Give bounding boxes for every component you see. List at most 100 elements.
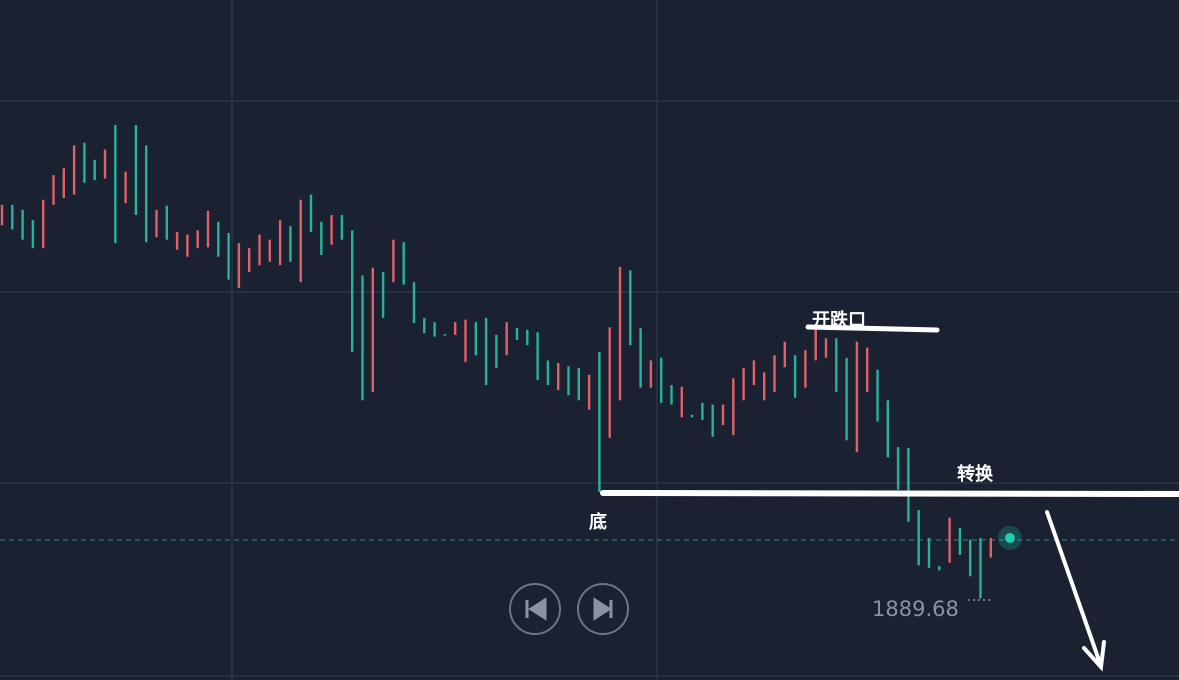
candle xyxy=(351,230,354,352)
candle xyxy=(608,327,611,438)
candle xyxy=(114,124,117,244)
candle xyxy=(340,215,344,240)
annotation: 底 xyxy=(589,511,607,533)
prev-button[interactable] xyxy=(509,583,561,635)
candle xyxy=(320,221,323,255)
candle xyxy=(989,538,992,558)
candle xyxy=(629,270,632,346)
candle xyxy=(598,351,601,493)
candle xyxy=(505,322,508,356)
candle xyxy=(0,204,4,226)
candle xyxy=(783,341,786,368)
prev-icon[interactable] xyxy=(525,597,547,621)
candle xyxy=(515,328,519,340)
candle xyxy=(567,366,570,396)
candle xyxy=(289,226,292,262)
candle xyxy=(701,402,704,420)
candle xyxy=(93,159,96,181)
candle xyxy=(11,204,14,230)
candle xyxy=(433,322,436,337)
candle xyxy=(474,322,477,356)
candle xyxy=(814,324,817,361)
candle xyxy=(484,317,488,386)
candle xyxy=(938,566,941,571)
candle xyxy=(443,334,447,336)
candle xyxy=(660,357,663,403)
candle xyxy=(896,447,900,490)
candle xyxy=(165,205,168,240)
candle xyxy=(845,357,848,441)
candle xyxy=(732,378,735,436)
candle xyxy=(721,404,725,425)
candle xyxy=(62,168,65,199)
candle xyxy=(145,145,148,243)
candle xyxy=(309,194,313,233)
candle xyxy=(835,338,838,392)
candle xyxy=(495,334,498,369)
candle xyxy=(464,319,467,363)
candle xyxy=(690,414,694,418)
candle xyxy=(31,220,35,249)
candle xyxy=(52,175,55,205)
candle xyxy=(536,332,539,380)
next-icon[interactable] xyxy=(593,597,613,621)
candle xyxy=(804,350,807,388)
annotation: 开跌口 xyxy=(812,309,866,331)
candle xyxy=(711,404,714,437)
candle xyxy=(196,230,199,249)
candle xyxy=(103,149,107,179)
candle xyxy=(206,210,210,248)
annotation: 转换 xyxy=(957,463,994,485)
price-label: 1889.68 xyxy=(872,597,959,621)
candle xyxy=(948,517,951,563)
candle xyxy=(217,221,220,257)
candle xyxy=(742,368,745,401)
candle xyxy=(423,317,426,334)
candle xyxy=(526,329,529,346)
candle xyxy=(42,199,45,249)
candle xyxy=(402,242,405,285)
candle xyxy=(278,220,282,266)
candle xyxy=(958,527,962,556)
candle xyxy=(330,215,333,245)
candle xyxy=(546,360,550,386)
candle xyxy=(175,232,179,250)
candle xyxy=(361,275,364,401)
candle xyxy=(639,328,642,388)
candle xyxy=(773,355,776,392)
candle xyxy=(83,142,86,183)
candle xyxy=(866,347,869,392)
candle xyxy=(680,386,683,418)
candle xyxy=(412,282,416,323)
candle xyxy=(793,355,797,398)
candle xyxy=(381,272,385,318)
down-arrow xyxy=(1045,510,1106,672)
button-ring[interactable] xyxy=(509,583,561,635)
candle xyxy=(855,341,859,453)
candle xyxy=(134,124,138,216)
live-dot xyxy=(1005,533,1015,543)
candle xyxy=(392,239,395,283)
candle xyxy=(72,145,76,195)
candle xyxy=(237,243,241,289)
candle xyxy=(876,369,879,422)
candle xyxy=(907,447,910,522)
candle xyxy=(21,209,24,240)
candle xyxy=(577,368,580,401)
button-ring[interactable] xyxy=(577,583,629,635)
candle xyxy=(186,234,189,257)
candle xyxy=(670,385,673,405)
next-button[interactable] xyxy=(577,583,629,635)
support-line xyxy=(600,490,1179,497)
candle xyxy=(618,266,622,401)
candle xyxy=(763,372,766,401)
candle xyxy=(969,539,972,577)
candle xyxy=(258,234,261,266)
candle xyxy=(268,239,271,262)
drawings xyxy=(600,324,1179,672)
candle xyxy=(927,538,931,568)
candle xyxy=(155,209,158,238)
